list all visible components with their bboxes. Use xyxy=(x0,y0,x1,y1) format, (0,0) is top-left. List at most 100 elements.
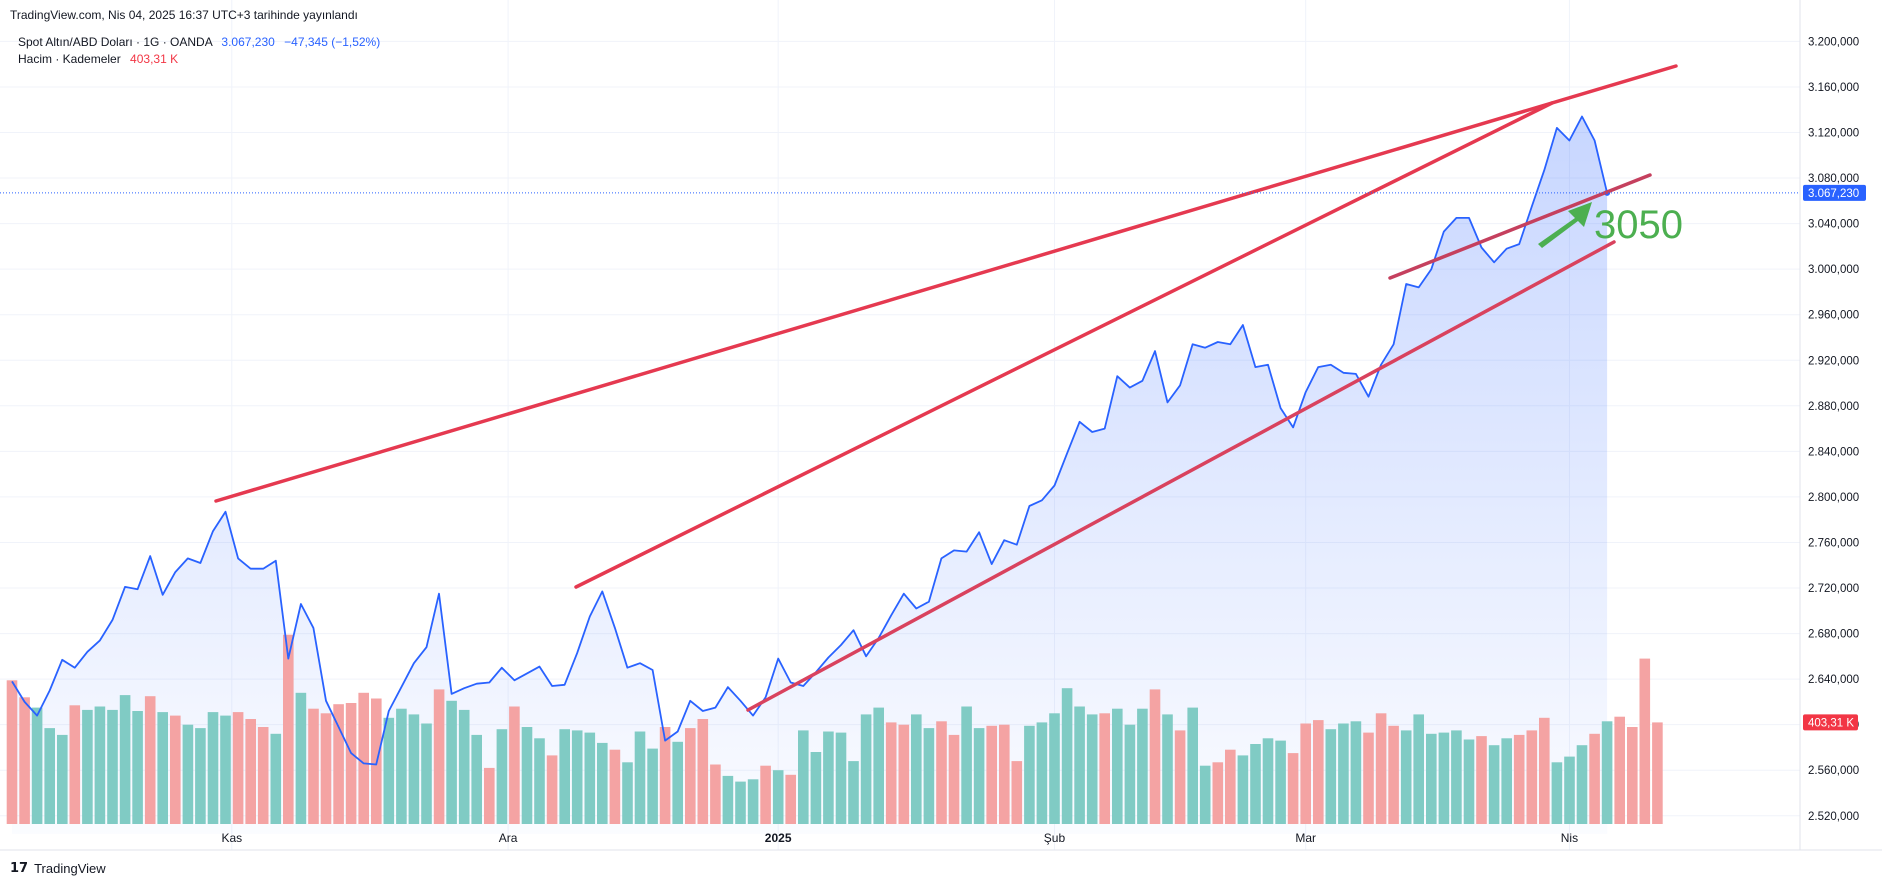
volume-bar xyxy=(232,712,244,824)
volume-bar xyxy=(295,692,307,824)
volume-bar xyxy=(320,713,332,824)
volume-bar xyxy=(1287,753,1299,824)
volume-bar xyxy=(1652,722,1663,824)
volume-bar xyxy=(1199,765,1211,824)
volume-tag[interactable]: 403,31 K xyxy=(1803,714,1858,731)
volume-bar xyxy=(986,725,997,824)
legend-symbol-row[interactable]: Spot Altın/ABD Doları · 1G · OANDA 3.067… xyxy=(18,35,380,49)
arrow-icon xyxy=(1538,202,1592,248)
volume-bar xyxy=(647,748,658,824)
y-tick-label: 2.840,000 xyxy=(1808,446,1859,458)
volume-bar xyxy=(283,634,294,824)
volume-bar xyxy=(1476,736,1487,824)
y-tick-label: 2.640,000 xyxy=(1808,674,1859,686)
volume-bar xyxy=(634,731,646,824)
trendline-lower[interactable] xyxy=(746,240,1616,712)
legend-volume-row[interactable]: Hacim · Kademeler 403,31 K xyxy=(18,52,178,66)
volume-bar xyxy=(936,721,947,824)
volume-bar xyxy=(760,765,771,824)
volume-bar xyxy=(31,707,43,824)
volume-bar xyxy=(697,719,709,824)
current-price-tag[interactable]: 3.067,230 xyxy=(1803,184,1866,201)
x-tick-label: 2025 xyxy=(765,831,792,845)
volume-bar xyxy=(1137,708,1148,824)
volume-bar xyxy=(44,728,55,824)
volume-bar xyxy=(1086,714,1098,824)
volume-bar xyxy=(1551,762,1563,824)
y-tick-label: 3.040,000 xyxy=(1808,219,1859,231)
x-tick-label: Şub xyxy=(1044,831,1066,845)
volume-bar xyxy=(798,730,809,824)
volume-bar xyxy=(308,708,319,824)
y-tick-label: 3.160,000 xyxy=(1808,82,1859,94)
price-line xyxy=(11,115,1608,766)
volume-bar xyxy=(1024,725,1035,824)
current-price-tag-label: 3.067,230 xyxy=(1808,188,1859,200)
volume-bar xyxy=(810,752,822,824)
x-tick-label: Ara xyxy=(499,831,518,845)
volume-bar xyxy=(1501,738,1512,824)
trendline-channel-top[interactable] xyxy=(574,101,1554,589)
volume-bar xyxy=(1463,739,1475,824)
volume-bar xyxy=(383,717,395,824)
volume-bar xyxy=(1212,762,1224,824)
x-tick-label: Mar xyxy=(1295,831,1316,845)
y-tick-label: 2.720,000 xyxy=(1808,583,1859,595)
volume-bar xyxy=(509,706,520,824)
tradingview-logo-icon: 𝟭𝟳 xyxy=(10,860,29,875)
y-tick-label: 2.800,000 xyxy=(1808,492,1859,504)
volume-bar xyxy=(1388,725,1399,824)
y-tick-label: 2.680,000 xyxy=(1808,629,1859,641)
trendline-upper[interactable] xyxy=(214,64,1678,503)
volume-bar xyxy=(1526,730,1538,824)
volume-bar xyxy=(1564,756,1575,824)
y-tick-label: 2.880,000 xyxy=(1808,401,1859,413)
volume-bar xyxy=(622,762,633,824)
volume-bar xyxy=(57,734,68,824)
volume-bar xyxy=(999,724,1010,824)
tradingview-footer[interactable]: 𝟭𝟳 TradingView xyxy=(10,860,106,876)
volume-bar xyxy=(961,706,972,824)
volume-bar xyxy=(358,692,369,824)
volume-bar xyxy=(1338,723,1349,824)
volume-bar xyxy=(873,707,884,824)
volume-bars xyxy=(6,634,1663,824)
annotation-3050[interactable]: 3050 xyxy=(1594,203,1683,247)
volume-bar xyxy=(1325,729,1337,824)
volume-bar xyxy=(446,700,457,824)
volume-bar xyxy=(345,703,357,824)
volume-bar xyxy=(659,727,671,824)
volume-bar xyxy=(521,727,533,824)
volume-bar xyxy=(848,761,859,824)
volume-bar xyxy=(1262,738,1274,824)
volume-bar xyxy=(823,731,834,824)
volume-bar xyxy=(747,779,759,824)
volume-bar xyxy=(1275,740,1286,824)
volume-bar xyxy=(672,741,683,824)
volume-bar xyxy=(860,714,872,824)
volume-bar xyxy=(1438,732,1450,824)
volume-bar xyxy=(1099,713,1110,824)
volume-bar xyxy=(1451,730,1462,824)
volume-bar xyxy=(207,712,219,824)
volume-bar xyxy=(182,724,194,824)
trendline-support[interactable] xyxy=(1388,173,1652,280)
volume-bar xyxy=(396,708,407,824)
trendlines xyxy=(214,64,1678,712)
volume-bar xyxy=(1350,721,1362,824)
volume-bar xyxy=(433,689,445,824)
footer-brand: TradingView xyxy=(34,860,106,876)
volume-bar xyxy=(835,732,847,824)
volume-bar xyxy=(107,709,118,824)
volume-bar xyxy=(1400,730,1412,824)
volume-bar xyxy=(1363,732,1374,824)
volume-bar xyxy=(685,728,696,824)
volume-bar xyxy=(1225,749,1236,824)
volume-bar xyxy=(534,738,545,824)
volume-bar xyxy=(1112,708,1123,824)
volume-bar xyxy=(772,770,784,824)
volume-bar xyxy=(408,714,420,824)
volume-bar xyxy=(885,722,897,824)
volume-bar xyxy=(245,719,256,824)
